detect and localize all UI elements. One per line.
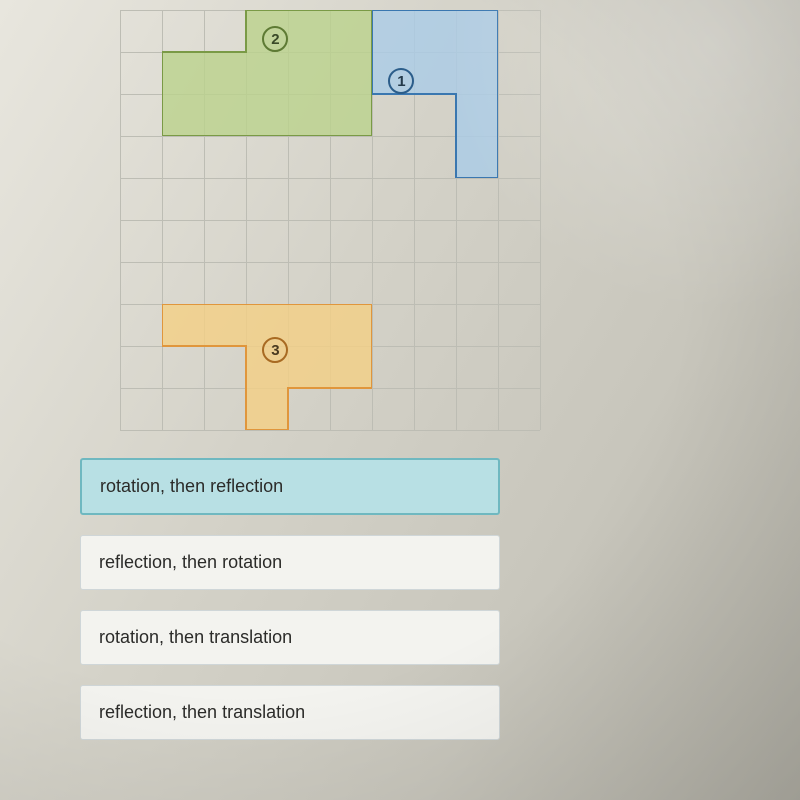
option-c[interactable]: rotation, then translation: [80, 610, 500, 665]
answer-options: rotation, then reflection reflection, th…: [80, 458, 500, 740]
shape-1: [372, 10, 498, 178]
shape-3: [162, 304, 372, 430]
option-d[interactable]: reflection, then translation: [80, 685, 500, 740]
option-a[interactable]: rotation, then reflection: [80, 458, 500, 515]
transformation-grid: 123: [120, 10, 540, 430]
option-b[interactable]: reflection, then rotation: [80, 535, 500, 590]
